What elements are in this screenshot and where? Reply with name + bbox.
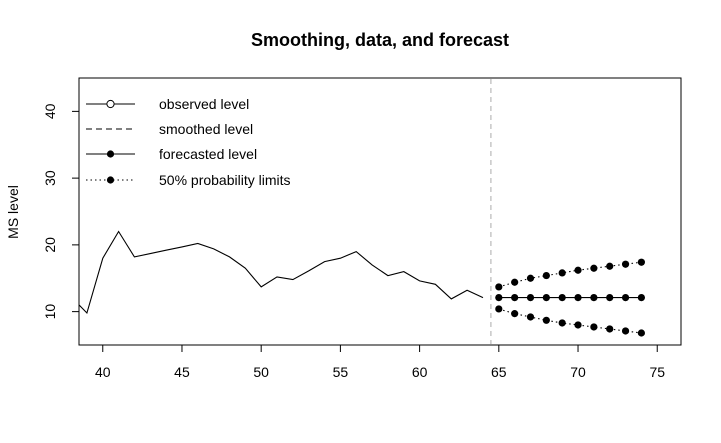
- forecast-point: [495, 294, 503, 302]
- legend-label: observed level: [159, 96, 249, 112]
- upper-limit-point: [621, 260, 630, 268]
- legend-marker: [106, 99, 115, 109]
- lower-limit-point: [574, 321, 582, 329]
- forecast-point: [558, 294, 566, 302]
- y-axis-label: MS level: [5, 185, 21, 239]
- upper-limit-point: [511, 278, 519, 286]
- lower-limit-point: [526, 313, 535, 321]
- x-tick-label: 40: [95, 364, 111, 380]
- x-tick-label: 75: [649, 364, 665, 380]
- forecast-point: [542, 294, 550, 302]
- observed-level-line: [78, 230, 484, 315]
- x-tick-label: 65: [491, 364, 507, 380]
- upper-limit-point: [590, 264, 598, 272]
- legend: observed level smoothed level forecasted l…: [86, 96, 291, 188]
- x-tick-label: 45: [174, 364, 190, 380]
- upper-limit-point: [637, 258, 645, 266]
- lower-limit-point: [542, 316, 550, 324]
- legend-marker: [106, 176, 115, 184]
- lower-limit-point: [558, 319, 566, 327]
- chart-title: Smoothing, data, and forecast: [251, 30, 509, 50]
- upper-limit-point: [526, 274, 535, 282]
- y-tick-label: 10: [42, 304, 58, 320]
- y-tick-label: 30: [42, 170, 58, 186]
- plot-frame: [78, 77, 682, 346]
- lower-limit-point: [511, 310, 519, 318]
- lower-limit-point: [606, 325, 614, 333]
- lower-limit-point: [495, 305, 503, 313]
- upper-limit-point: [574, 266, 582, 274]
- legend-label: forecasted level: [159, 146, 257, 162]
- legend-label: 50% probability limits: [159, 172, 291, 188]
- forecast-point: [606, 294, 614, 302]
- upper-limit-point: [606, 262, 614, 270]
- forecast-point: [590, 294, 598, 302]
- upper-limit-point: [558, 269, 566, 277]
- y-tick-label: 20: [42, 237, 58, 253]
- upper-limit-point: [495, 283, 503, 291]
- x-tick-label: 50: [253, 364, 269, 380]
- lower-limit-point: [621, 327, 630, 335]
- forecast-point: [621, 294, 630, 302]
- lower-limit-line: [498, 308, 642, 334]
- upper-limit-line: [498, 261, 642, 288]
- forecast-point: [637, 294, 645, 302]
- lower-limit-point: [590, 323, 598, 331]
- x-tick-label: 70: [570, 364, 586, 380]
- y-tick-label: 40: [42, 103, 58, 119]
- legend-marker: [106, 150, 115, 158]
- lower-limit-point: [637, 329, 645, 337]
- forecast-point: [511, 294, 519, 302]
- x-tick-label: 60: [412, 364, 428, 380]
- legend-label: smoothed level: [159, 121, 253, 137]
- upper-limit-point: [542, 271, 550, 280]
- forecast-point: [574, 294, 582, 302]
- x-tick-label: 55: [333, 364, 349, 380]
- forecast-point: [526, 294, 535, 302]
